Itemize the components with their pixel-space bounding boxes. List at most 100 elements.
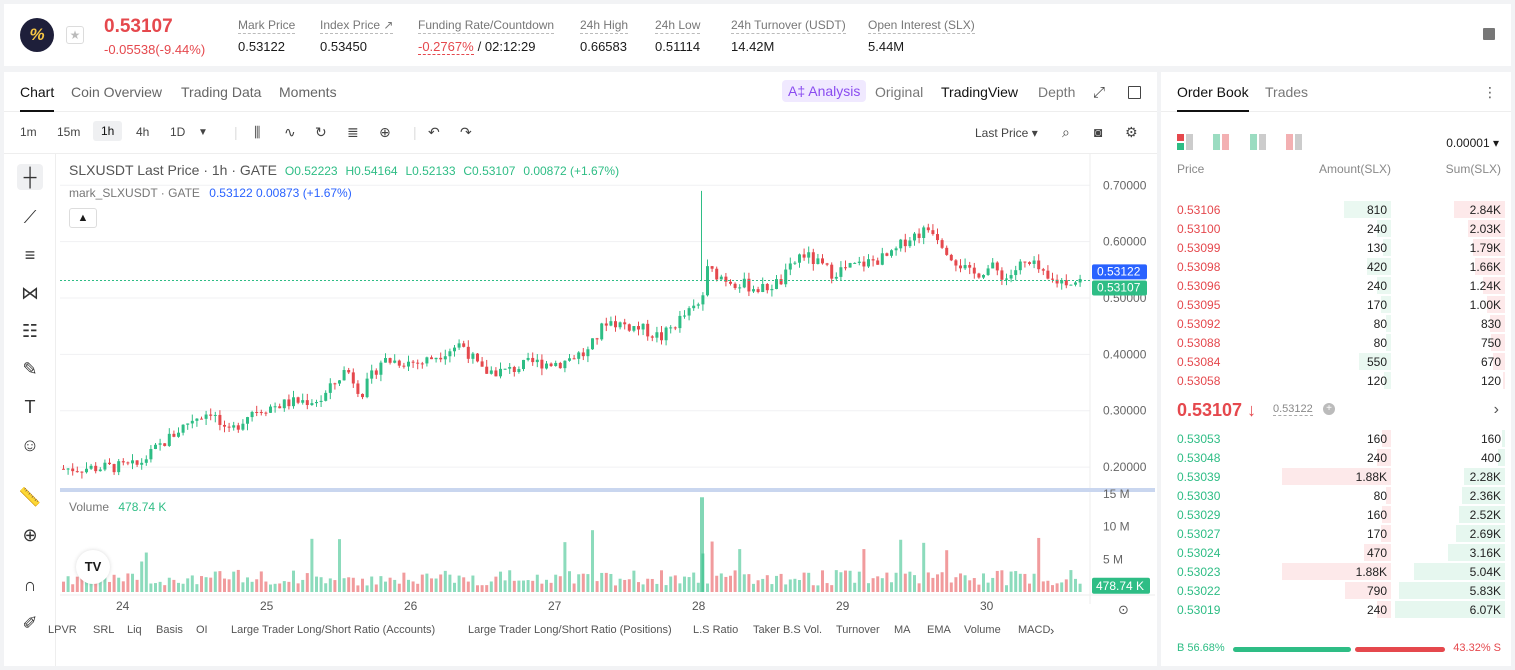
tradingview-logo[interactable]: TV bbox=[76, 550, 110, 584]
templates-icon[interactable]: ≣ bbox=[347, 124, 359, 140]
ask-row[interactable]: 0.53058 120 120 bbox=[1161, 371, 1511, 390]
candlestick-chart[interactable]: 0.700000.600000.500000.400000.300000.200… bbox=[60, 154, 1155, 624]
favorite-star-icon[interactable]: ★ bbox=[66, 26, 84, 44]
indicators-icon[interactable]: ∿ bbox=[284, 124, 296, 140]
settings-round-icon[interactable]: ⊙ bbox=[1118, 602, 1129, 617]
pattern-icon[interactable]: ⋈ bbox=[21, 283, 39, 303]
view-both-icon[interactable] bbox=[1177, 134, 1193, 150]
fib-icon[interactable]: ☷ bbox=[21, 321, 39, 341]
indicator-4[interactable]: OI bbox=[196, 624, 208, 636]
chart-toolbar: 1m 15m 1h 4h 1D ▼ | ⫼ ∿ ↻ ≣ ⊕ | ↶ ↷ Last… bbox=[4, 112, 1157, 154]
interval-1m[interactable]: 1m bbox=[20, 125, 37, 139]
row-sum: 2.84K bbox=[1469, 203, 1501, 217]
bid-row[interactable]: 0.53053 160 160 bbox=[1161, 429, 1511, 448]
candle-body bbox=[232, 425, 236, 428]
indicator-2[interactable]: Liq bbox=[127, 624, 142, 636]
tab-chart[interactable]: Chart bbox=[20, 84, 55, 112]
tab-moments[interactable]: Moments bbox=[279, 84, 337, 100]
bid-row[interactable]: 0.53029 160 2.52K bbox=[1161, 505, 1511, 524]
indicator-13[interactable]: MACD bbox=[1018, 624, 1051, 636]
tab-trading-data[interactable]: Trading Data bbox=[181, 84, 262, 100]
indicator-10[interactable]: MA bbox=[894, 624, 911, 636]
price-type-select[interactable]: Last Price ▾ bbox=[975, 126, 1038, 140]
candle-body bbox=[788, 263, 792, 270]
interval-1h[interactable]: 1h bbox=[93, 121, 123, 141]
interval-dropdown-icon[interactable]: ▼ bbox=[198, 127, 208, 138]
expand-icon[interactable]: ⤢ bbox=[1093, 84, 1106, 101]
volume-bar bbox=[315, 576, 318, 592]
bid-row[interactable]: 0.53039 1.88K 2.28K bbox=[1161, 467, 1511, 486]
ask-row[interactable]: 0.53106 810 2.84K bbox=[1161, 200, 1511, 219]
compare-icon[interactable]: ↻ bbox=[315, 124, 327, 140]
volume-bar bbox=[310, 538, 314, 592]
bid-row[interactable]: 0.53030 80 2.36K bbox=[1161, 486, 1511, 505]
candle-body bbox=[770, 289, 774, 291]
indicator-6[interactable]: Large Trader Long/Short Ratio (Positions… bbox=[468, 624, 672, 636]
window-icon[interactable] bbox=[1128, 86, 1141, 99]
interval-15m[interactable]: 15m bbox=[57, 125, 81, 139]
ask-row[interactable]: 0.53100 240 2.03K bbox=[1161, 219, 1511, 238]
indicator-0[interactable]: LPVR bbox=[48, 624, 77, 636]
indicator-1[interactable]: SRL bbox=[93, 624, 115, 636]
ask-row[interactable]: 0.53099 130 1.79K bbox=[1161, 238, 1511, 257]
ruler-icon[interactable]: 📏 bbox=[18, 487, 42, 507]
view-original[interactable]: Original bbox=[875, 84, 924, 100]
precision-select[interactable]: 0.00001 ▾ bbox=[1446, 136, 1499, 150]
bid-row[interactable]: 0.53019 240 6.07K bbox=[1161, 600, 1511, 619]
indicator-7[interactable]: L.S Ratio bbox=[693, 624, 739, 636]
redo-icon[interactable]: ↷ bbox=[460, 124, 472, 140]
alert-icon[interactable]: ⊕ bbox=[379, 124, 391, 140]
collapse-legend-button[interactable]: ▲ bbox=[69, 208, 97, 228]
scroll-right-icon[interactable]: › bbox=[1050, 623, 1055, 638]
ask-row[interactable]: 0.53088 80 750 bbox=[1161, 333, 1511, 352]
indicator-5[interactable]: Large Trader Long/Short Ratio (Accounts) bbox=[231, 624, 436, 636]
bid-row[interactable]: 0.53022 790 5.83K bbox=[1161, 581, 1511, 600]
ask-row[interactable]: 0.53095 170 1.00K bbox=[1161, 295, 1511, 314]
view-asks-icon[interactable] bbox=[1286, 134, 1302, 150]
bid-row[interactable]: 0.53027 170 2.69K bbox=[1161, 524, 1511, 543]
bid-row[interactable]: 0.53024 470 3.16K bbox=[1161, 543, 1511, 562]
more-icon[interactable]: ⋮ bbox=[1483, 84, 1497, 100]
search-icon[interactable]: ⌕ bbox=[1062, 124, 1070, 140]
text-icon[interactable]: T bbox=[24, 397, 36, 417]
ask-row[interactable]: 0.53096 240 1.24K bbox=[1161, 276, 1511, 295]
bid-row[interactable]: 0.53048 240 400 bbox=[1161, 448, 1511, 467]
interval-1d[interactable]: 1D bbox=[170, 125, 186, 139]
trend-line-icon[interactable]: ⟋ bbox=[23, 207, 37, 227]
candle-type-icon[interactable]: ⫼ bbox=[254, 124, 261, 140]
info-icon[interactable]: + bbox=[1323, 403, 1335, 415]
interval-4h[interactable]: 4h bbox=[136, 125, 150, 139]
indicator-8[interactable]: Taker B.S Vol. bbox=[753, 624, 823, 636]
undo-icon[interactable]: ↶ bbox=[428, 124, 440, 140]
view-bids-icon[interactable] bbox=[1250, 134, 1266, 150]
tab-trades[interactable]: Trades bbox=[1265, 84, 1309, 100]
indicator-9[interactable]: Turnover bbox=[836, 624, 880, 636]
ask-row[interactable]: 0.53098 420 1.66K bbox=[1161, 257, 1511, 276]
book-icon[interactable] bbox=[1483, 28, 1495, 40]
zoom-icon[interactable]: ⊕ bbox=[22, 525, 38, 545]
view-split-icon[interactable] bbox=[1213, 134, 1229, 150]
emoji-icon[interactable]: ☺ bbox=[20, 435, 40, 455]
parallel-lines-icon[interactable]: ≡ bbox=[24, 245, 36, 265]
candle-body bbox=[466, 346, 470, 359]
camera-icon[interactable]: ◙ bbox=[1094, 124, 1103, 140]
ai-analysis-button[interactable]: A‡ Analysis bbox=[782, 80, 867, 102]
volume-bar bbox=[503, 580, 507, 592]
ask-row[interactable]: 0.53084 550 670 bbox=[1161, 352, 1511, 371]
chart-plot-area[interactable]: 0.70000 0.60000 0.50000 0.40000 0.30000 0.200… bbox=[60, 154, 1155, 624]
crosshair-icon[interactable]: ┼ bbox=[17, 164, 43, 190]
bid-row[interactable]: 0.53023 1.88K 5.04K bbox=[1161, 562, 1511, 581]
ask-row[interactable]: 0.53092 80 830 bbox=[1161, 314, 1511, 333]
indicator-3[interactable]: Basis bbox=[156, 624, 183, 636]
tab-coin-overview[interactable]: Coin Overview bbox=[71, 84, 163, 100]
indicator-12[interactable]: Volume bbox=[964, 624, 1001, 636]
brush-icon[interactable]: ✎ bbox=[22, 359, 38, 379]
view-depth[interactable]: Depth bbox=[1038, 84, 1076, 100]
chevron-right-icon[interactable]: › bbox=[1493, 401, 1499, 418]
view-tradingview[interactable]: TradingView bbox=[941, 84, 1019, 100]
indicator-11[interactable]: EMA bbox=[927, 624, 951, 636]
gear-icon[interactable]: ⚙ bbox=[1125, 124, 1138, 140]
magnet-icon[interactable]: ∩ bbox=[23, 575, 37, 595]
pencil-icon[interactable]: ✐ bbox=[22, 613, 38, 633]
tab-order-book[interactable]: Order Book bbox=[1177, 84, 1249, 112]
